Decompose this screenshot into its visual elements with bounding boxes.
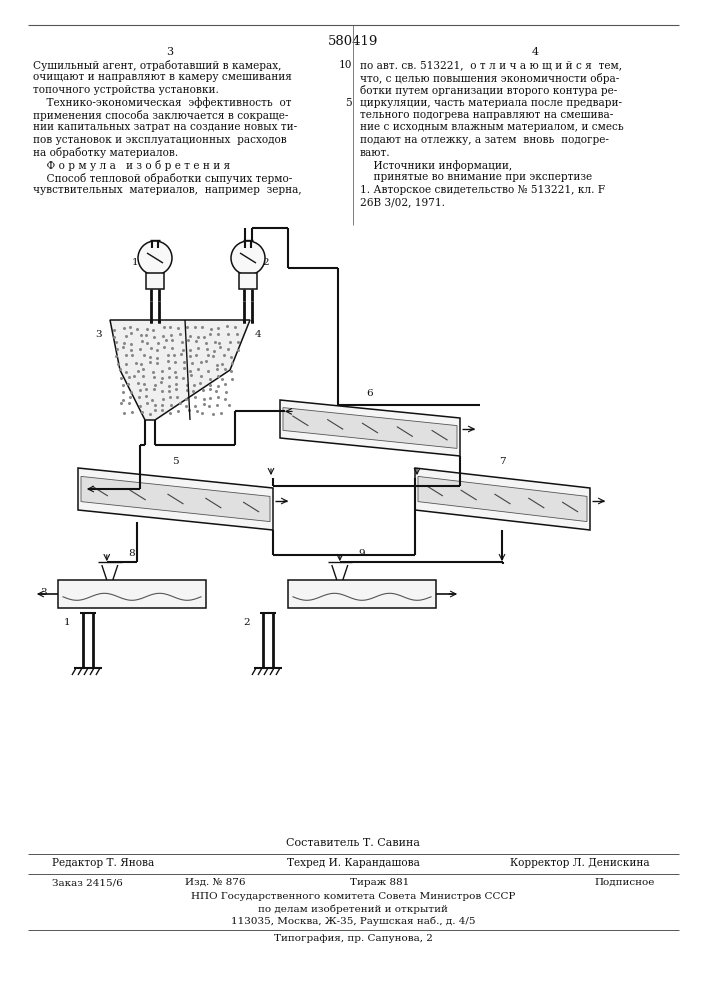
Text: 1: 1 — [132, 258, 139, 267]
Text: тельного подогрева направляют на смешива-: тельного подогрева направляют на смешива… — [360, 110, 613, 120]
Bar — [146, 273, 164, 289]
Polygon shape — [415, 468, 590, 530]
Text: 580419: 580419 — [328, 35, 378, 48]
Text: Редактор Т. Янова: Редактор Т. Янова — [52, 858, 154, 868]
Text: 10: 10 — [339, 60, 352, 70]
Circle shape — [231, 241, 265, 275]
Polygon shape — [81, 476, 270, 522]
Polygon shape — [280, 400, 460, 456]
Text: Способ тепловой обработки сыпучих термо-: Способ тепловой обработки сыпучих термо- — [33, 172, 292, 184]
Text: Подписное: Подписное — [595, 878, 655, 887]
Text: 2: 2 — [262, 258, 269, 267]
Text: 7: 7 — [499, 457, 506, 466]
Text: Корректор Л. Денискина: Корректор Л. Денискина — [510, 858, 650, 868]
Text: Сушильный агент, отработавший в камерах,: Сушильный агент, отработавший в камерах, — [33, 60, 281, 71]
Text: подают на отлежку, а затем  вновь  подогре-: подают на отлежку, а затем вновь подогре… — [360, 135, 609, 145]
Text: Ф о р м у л а   и з о б р е т е н и я: Ф о р м у л а и з о б р е т е н и я — [33, 160, 230, 171]
Text: 1. Авторское свидетельство № 513221, кл. F: 1. Авторское свидетельство № 513221, кл.… — [360, 185, 605, 195]
Text: 9: 9 — [358, 549, 366, 558]
Text: 5: 5 — [346, 98, 352, 107]
Text: 8: 8 — [129, 549, 135, 558]
Text: Источники информации,: Источники информации, — [360, 160, 512, 171]
Circle shape — [138, 241, 172, 275]
Text: по авт. св. 513221,  о т л и ч а ю щ и й с я  тем,: по авт. св. 513221, о т л и ч а ю щ и й … — [360, 60, 622, 70]
Text: топочного устройства установки.: топочного устройства установки. — [33, 85, 219, 95]
Text: 1: 1 — [64, 618, 70, 627]
Text: чувствительных  материалов,  например  зерна,: чувствительных материалов, например зерн… — [33, 185, 302, 195]
Text: НПО Государственного комитета Совета Министров СССР: НПО Государственного комитета Совета Мин… — [191, 892, 515, 901]
Text: 113035, Москва, Ж-35, Раушская наб., д. 4/5: 113035, Москва, Ж-35, Раушская наб., д. … — [230, 916, 475, 926]
Polygon shape — [78, 468, 273, 530]
Text: 2: 2 — [243, 618, 250, 627]
Text: очищают и направляют в камеру смешивания: очищают и направляют в камеру смешивания — [33, 73, 292, 83]
Bar — [288, 580, 436, 608]
Text: 4: 4 — [532, 47, 539, 57]
Text: по делам изобретений и открытий: по делам изобретений и открытий — [258, 904, 448, 914]
Text: 3: 3 — [40, 588, 47, 597]
Text: что, с целью повышения экономичности обра-: что, с целью повышения экономичности обр… — [360, 73, 619, 84]
Text: 26В 3/02, 1971.: 26В 3/02, 1971. — [360, 198, 445, 208]
Text: циркуляции, часть материала после предвари-: циркуляции, часть материала после предва… — [360, 98, 622, 107]
Polygon shape — [283, 408, 457, 448]
Text: Техред И. Карандашова: Техред И. Карандашова — [286, 858, 419, 868]
Text: ботки путем организации второго контура ре-: ботки путем организации второго контура … — [360, 85, 617, 96]
Text: Изд. № 876: Изд. № 876 — [185, 878, 245, 887]
Bar — [239, 273, 257, 289]
Text: 5: 5 — [173, 457, 179, 466]
Text: нии капитальных затрат на создание новых ти-: нии капитальных затрат на создание новых… — [33, 122, 297, 132]
Text: пов установок и эксплуатационных  расходов: пов установок и эксплуатационных расходо… — [33, 135, 287, 145]
Text: 4: 4 — [255, 330, 262, 339]
Text: 6: 6 — [367, 389, 373, 398]
Text: принятые во внимание при экспертизе: принятые во внимание при экспертизе — [360, 172, 592, 182]
Text: вают.: вают. — [360, 147, 391, 157]
Polygon shape — [418, 476, 587, 522]
Text: ние с исходным влажным материалом, и смесь: ние с исходным влажным материалом, и сме… — [360, 122, 624, 132]
Text: применения способа заключается в сокраще-: применения способа заключается в сокраще… — [33, 110, 288, 121]
Text: 3: 3 — [95, 330, 102, 339]
Bar — [58, 580, 206, 608]
Text: 3: 3 — [166, 47, 173, 57]
Text: Заказ 2415/6: Заказ 2415/6 — [52, 878, 123, 887]
Text: Типография, пр. Сапунова, 2: Типография, пр. Сапунова, 2 — [274, 934, 433, 943]
Text: на обработку материалов.: на обработку материалов. — [33, 147, 178, 158]
Polygon shape — [110, 320, 250, 420]
Text: Тираж 881: Тираж 881 — [351, 878, 409, 887]
Text: Составитель Т. Савина: Составитель Т. Савина — [286, 838, 420, 848]
Text: Технико-экономическая  эффективность  от: Технико-экономическая эффективность от — [33, 98, 291, 108]
